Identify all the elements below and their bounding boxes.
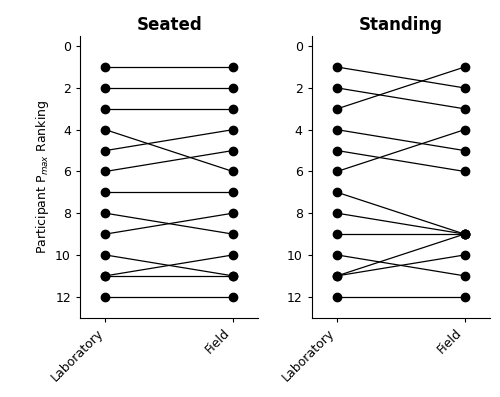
Point (333, 293, 341, 300)
Point (460, 168, 468, 175)
Point (229, 293, 237, 300)
Point (229, 252, 237, 258)
Point (102, 293, 110, 300)
Point (333, 189, 341, 195)
Point (229, 85, 237, 91)
Point (333, 85, 341, 91)
Point (333, 210, 341, 216)
Point (460, 231, 468, 237)
Point (229, 64, 237, 70)
Point (229, 231, 237, 237)
Point (333, 273, 341, 279)
Point (102, 273, 110, 279)
Title: Standing: Standing (359, 16, 443, 34)
Point (460, 273, 468, 279)
Point (460, 147, 468, 154)
Title: Seated: Seated (136, 16, 202, 34)
Point (460, 85, 468, 91)
Point (229, 168, 237, 175)
Point (229, 189, 237, 195)
Point (460, 106, 468, 112)
Point (229, 273, 237, 279)
Point (333, 127, 341, 133)
Point (102, 210, 110, 216)
Point (460, 231, 468, 237)
Point (460, 293, 468, 300)
Point (102, 252, 110, 258)
Point (102, 231, 110, 237)
Point (333, 106, 341, 112)
Point (229, 210, 237, 216)
Point (460, 231, 468, 237)
Point (333, 64, 341, 70)
Point (102, 147, 110, 154)
Point (102, 127, 110, 133)
Point (460, 127, 468, 133)
Point (333, 273, 341, 279)
Y-axis label: Participant P$_{max}$ Ranking: Participant P$_{max}$ Ranking (34, 100, 51, 254)
Point (102, 85, 110, 91)
Point (460, 252, 468, 258)
Point (229, 147, 237, 154)
Point (102, 189, 110, 195)
Point (460, 64, 468, 70)
Point (229, 273, 237, 279)
Point (102, 106, 110, 112)
Point (229, 127, 237, 133)
Point (102, 64, 110, 70)
Point (229, 106, 237, 112)
Point (333, 168, 341, 175)
Point (460, 231, 468, 237)
Point (333, 231, 341, 237)
Point (102, 273, 110, 279)
Point (333, 147, 341, 154)
Point (102, 168, 110, 175)
Point (333, 252, 341, 258)
